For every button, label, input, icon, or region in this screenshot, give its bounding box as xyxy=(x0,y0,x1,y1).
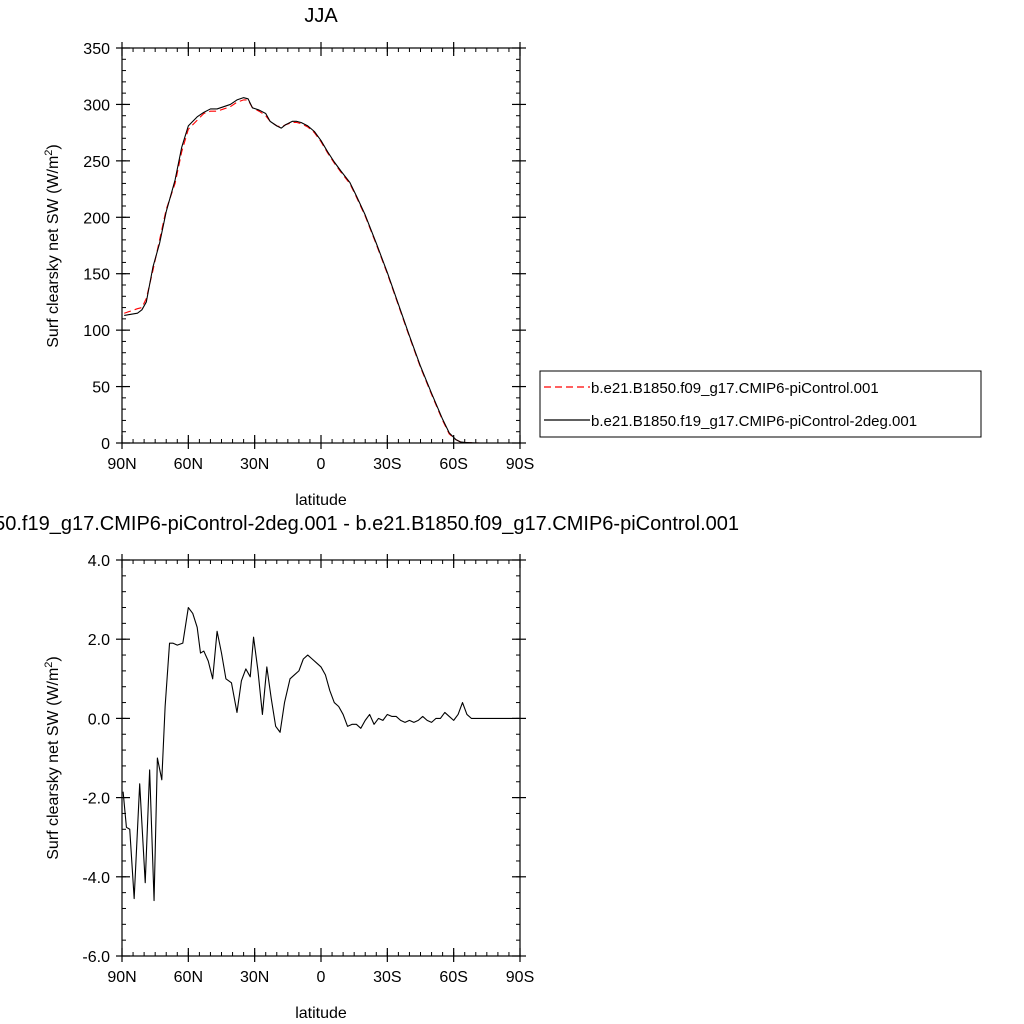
bottom-x-tick-label: 90N xyxy=(107,969,136,986)
bottom-y-tick-labels: -6.0 -4.0 -2.0 0.0 2.0 4.0 xyxy=(82,553,110,966)
bottom-series-line-1 xyxy=(122,606,519,902)
top-y-tick-label: 50 xyxy=(92,380,110,397)
top-y-tick-label: 300 xyxy=(83,97,110,114)
bottom-series-lines xyxy=(122,606,519,902)
top-y-tick-label: 0 xyxy=(101,436,110,453)
legend-label-series-2: b.e21.B1850.f19_g17.CMIP6-piControl-2deg… xyxy=(591,413,917,430)
top-panel-title: JJA xyxy=(304,5,338,27)
top-y-tick-label: 250 xyxy=(83,154,110,171)
top-x-tick-label: 0 xyxy=(317,456,326,473)
top-y-tick-labels: 0 50 100 150 200 250 300 350 xyxy=(83,41,110,453)
top-x-tick-label: 30S xyxy=(373,456,401,473)
bottom-y-tick-label: 2.0 xyxy=(88,632,110,649)
bottom-y-tick-label: -6.0 xyxy=(82,949,110,966)
bottom-x-tick-labels: 90N 60N 30N 0 30S 60S 90S xyxy=(107,969,534,986)
top-y-axis-label: Surf clearsky net SW (W/m2) xyxy=(43,144,62,347)
top-y-tick-label: 150 xyxy=(83,267,110,284)
bottom-x-tick-label: 60S xyxy=(439,969,467,986)
top-series-lines xyxy=(124,97,498,444)
bottom-y-axis-label-sup: 2 xyxy=(43,662,55,668)
top-y-tick-label: 200 xyxy=(83,210,110,227)
top-plot-frame xyxy=(121,47,521,444)
bottom-y-axis-label-main: Surf clearsky net SW (W/m xyxy=(45,668,62,860)
legend-label-series-1: b.e21.B1850.f09_g17.CMIP6-piControl.001 xyxy=(591,380,879,397)
bottom-tick-marks xyxy=(116,554,526,962)
bottom-x-tick-label: 60N xyxy=(174,969,203,986)
top-y-tick-label: 350 xyxy=(83,41,110,58)
top-x-axis-label: latitude xyxy=(295,492,347,509)
top-x-tick-label: 90N xyxy=(107,456,136,473)
bottom-x-tick-label: 30S xyxy=(373,969,401,986)
legend-box xyxy=(539,370,982,438)
bottom-x-axis-label: latitude xyxy=(295,1005,347,1022)
bottom-y-tick-label: -4.0 xyxy=(82,870,110,887)
top-tick-marks xyxy=(116,42,526,449)
legend: b.e21.B1850.f09_g17.CMIP6-piControl.001 … xyxy=(539,370,982,438)
bottom-plot-frame xyxy=(121,559,521,957)
top-x-tick-labels: 90N 60N 30N 0 30S 60S 90S xyxy=(107,456,534,473)
bottom-y-axis-label: Surf clearsky net SW (W/m2) xyxy=(43,656,62,859)
top-x-tick-label: 30N xyxy=(240,456,269,473)
top-y-tick-label: 100 xyxy=(83,323,110,340)
top-series-line-1 xyxy=(124,99,498,444)
top-y-axis-label-end: ) xyxy=(45,144,62,149)
bottom-x-tick-label: 0 xyxy=(317,969,326,986)
bottom-y-tick-label: 4.0 xyxy=(88,553,110,570)
bottom-panel-title: b.e21.B1850.f19_g17.CMIP6-piControl-2deg… xyxy=(0,513,739,535)
top-series-line-2 xyxy=(124,97,498,444)
top-x-tick-label: 90S xyxy=(506,456,534,473)
top-x-tick-label: 60S xyxy=(439,456,467,473)
bottom-y-axis-label-end: ) xyxy=(45,656,62,661)
bottom-y-tick-label: 0.0 xyxy=(88,711,110,728)
bottom-x-tick-label: 30N xyxy=(240,969,269,986)
top-y-axis-label-sup: 2 xyxy=(43,150,55,156)
top-y-axis-label-main: Surf clearsky net SW (W/m xyxy=(45,156,62,348)
bottom-y-tick-label: -2.0 xyxy=(82,791,110,808)
top-x-tick-label: 60N xyxy=(174,456,203,473)
bottom-x-tick-label: 90S xyxy=(506,969,534,986)
